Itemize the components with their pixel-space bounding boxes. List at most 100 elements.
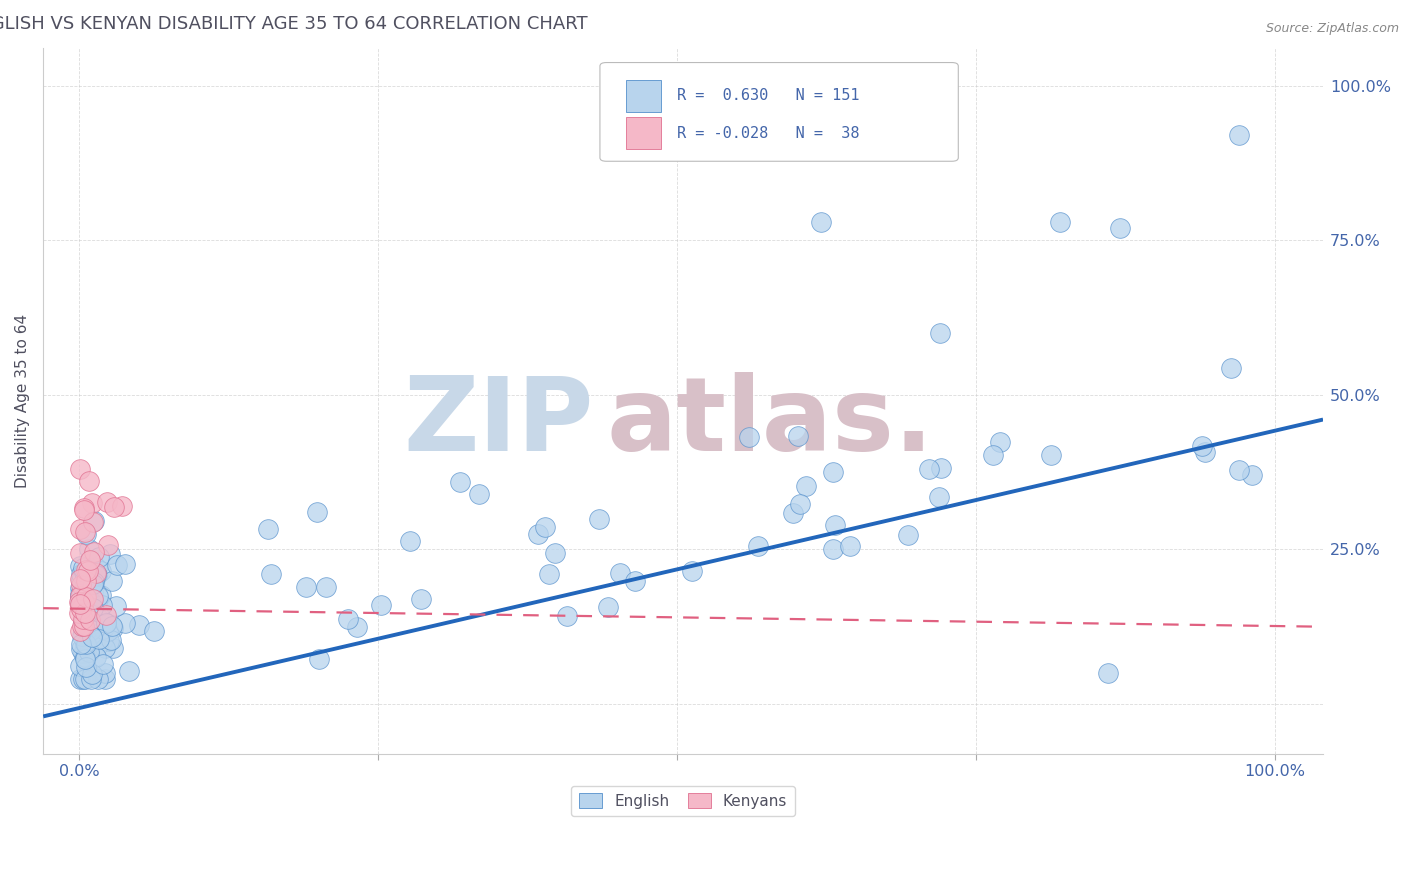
Point <box>69 601 91 615</box>
Point <box>83 514 105 528</box>
Point <box>69 462 91 476</box>
Point <box>96 616 118 631</box>
Point <box>69 589 91 603</box>
Point <box>1227 463 1250 477</box>
Point <box>118 664 141 678</box>
Point <box>928 490 950 504</box>
Point <box>69 637 91 651</box>
Point <box>79 605 101 619</box>
Point <box>67 594 90 608</box>
Point <box>70 578 93 592</box>
Point <box>97 538 120 552</box>
Point <box>75 641 97 656</box>
Point <box>72 673 94 687</box>
Point <box>789 497 811 511</box>
Point <box>1108 220 1130 235</box>
Point <box>94 666 117 681</box>
Point <box>69 673 91 687</box>
Point <box>72 594 94 608</box>
Point <box>103 621 125 635</box>
Point <box>69 572 91 586</box>
Point <box>82 515 104 529</box>
Text: ENGLISH VS KENYAN DISABILITY AGE 35 TO 64 CORRELATION CHART: ENGLISH VS KENYAN DISABILITY AGE 35 TO 6… <box>0 15 588 33</box>
Point <box>69 591 91 606</box>
Point <box>336 612 359 626</box>
Point <box>73 503 96 517</box>
Point <box>75 563 97 577</box>
Point <box>80 624 103 638</box>
Point <box>73 566 96 580</box>
Point <box>75 660 97 674</box>
Point <box>399 534 422 549</box>
Point <box>295 580 318 594</box>
Point <box>1049 214 1071 228</box>
Point <box>83 638 105 652</box>
Point <box>72 500 94 515</box>
Point <box>82 670 104 684</box>
Point <box>73 636 96 650</box>
Point <box>76 612 98 626</box>
Point <box>596 600 619 615</box>
Point <box>738 430 761 444</box>
Point <box>73 524 96 539</box>
Point <box>1227 128 1250 142</box>
Point <box>1194 445 1216 459</box>
Point <box>82 577 104 591</box>
Point <box>82 591 104 606</box>
Point <box>983 448 1005 462</box>
Point <box>72 646 94 660</box>
Point <box>98 548 121 562</box>
Point <box>77 605 100 619</box>
Point <box>80 496 103 510</box>
Point <box>411 591 433 606</box>
Point <box>69 559 91 574</box>
FancyBboxPatch shape <box>626 79 661 112</box>
Point <box>72 626 94 640</box>
Point <box>77 574 100 589</box>
Point <box>1040 448 1063 462</box>
Y-axis label: Disability Age 35 to 64: Disability Age 35 to 64 <box>15 314 30 488</box>
Point <box>75 527 97 541</box>
Point <box>75 627 97 641</box>
Point <box>80 595 103 609</box>
Point <box>526 527 548 541</box>
Point <box>84 566 107 581</box>
Point <box>305 505 328 519</box>
Point <box>93 657 115 672</box>
Point <box>89 632 111 646</box>
Point <box>77 614 100 628</box>
Legend: English, Kenyans: English, Kenyans <box>571 786 794 816</box>
Point <box>69 546 91 560</box>
Point <box>77 542 100 557</box>
Point <box>609 566 631 581</box>
Point <box>537 566 560 581</box>
Point <box>76 586 98 600</box>
Point <box>86 568 108 582</box>
Point <box>82 601 104 615</box>
Point <box>90 564 112 578</box>
Point <box>787 428 810 442</box>
Point <box>96 615 118 630</box>
Point <box>468 487 491 501</box>
Point <box>839 539 862 553</box>
Point <box>143 624 166 638</box>
Point <box>77 645 100 659</box>
Point <box>83 574 105 589</box>
Point <box>91 633 114 648</box>
Point <box>257 522 280 536</box>
Point <box>1191 439 1213 453</box>
Point <box>69 587 91 601</box>
Point <box>75 650 97 665</box>
Point <box>72 615 94 630</box>
Point <box>533 520 555 534</box>
Point <box>1219 360 1241 375</box>
Point <box>79 574 101 589</box>
Point <box>624 574 647 588</box>
Point <box>72 612 94 626</box>
Point <box>821 465 844 479</box>
Point <box>77 564 100 578</box>
Point <box>80 673 103 687</box>
Point <box>101 574 124 588</box>
Point <box>76 566 98 580</box>
Point <box>543 546 565 560</box>
